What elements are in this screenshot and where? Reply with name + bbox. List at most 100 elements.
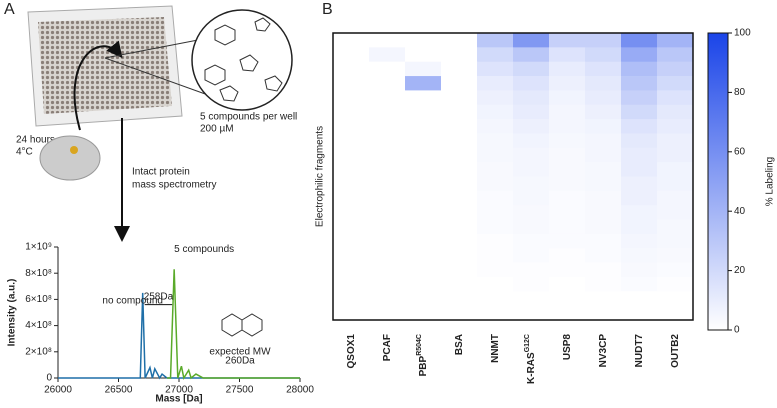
cell	[405, 219, 442, 235]
y-axis-label: Electrophilic fragments	[315, 126, 326, 227]
annotation: 258Da	[144, 291, 174, 302]
cell	[513, 276, 550, 292]
cell	[657, 190, 694, 206]
text: 24 hours	[16, 135, 55, 146]
cell	[621, 90, 658, 106]
text: Intact protein	[132, 167, 190, 178]
cell	[441, 276, 478, 292]
cell	[441, 162, 478, 177]
cell	[333, 176, 370, 192]
cell	[585, 162, 622, 177]
cell	[333, 205, 370, 220]
cell	[621, 205, 658, 220]
cell	[657, 104, 694, 120]
series-label: no compound	[102, 295, 163, 306]
cell	[333, 104, 370, 120]
cell	[405, 248, 442, 263]
cell	[369, 119, 406, 134]
cell	[333, 262, 370, 278]
cell	[441, 262, 478, 278]
x-tick-label: PCAF	[382, 334, 393, 361]
x-tick-label: PBPR504C	[416, 334, 428, 376]
cell	[657, 291, 694, 306]
cell	[369, 219, 406, 235]
cell	[621, 147, 658, 163]
cell	[585, 248, 622, 263]
cell	[657, 219, 694, 235]
cell	[405, 276, 442, 292]
cell	[513, 162, 550, 177]
arrow	[73, 40, 123, 131]
cell	[369, 76, 406, 91]
cell	[369, 33, 406, 48]
cell	[585, 90, 622, 106]
cell	[549, 233, 586, 249]
line	[58, 292, 300, 380]
cell	[621, 104, 658, 120]
cell	[549, 147, 586, 163]
cell	[513, 176, 550, 192]
cell	[585, 176, 622, 192]
cell	[477, 262, 514, 278]
cell	[369, 205, 406, 220]
cell	[477, 147, 514, 163]
cell	[657, 90, 694, 106]
y-axis-label: Intensity (a.u.)	[7, 279, 18, 347]
panel-letter: B	[322, 1, 333, 18]
cell	[369, 276, 406, 292]
x-tick-label: 28000	[286, 385, 314, 396]
zoom-line	[104, 39, 199, 59]
cell	[621, 305, 658, 321]
cell	[657, 76, 694, 91]
cell	[369, 176, 406, 192]
label-text: BSA	[454, 334, 465, 355]
cell	[585, 104, 622, 120]
cell	[369, 162, 406, 177]
colorbar-tick-label: 0	[734, 325, 740, 336]
spectrum: 0 2×10⁸ 4×10⁸ 6×10⁸ 8×10⁸ 1×10⁹ 26000 26500 2700…	[7, 242, 315, 405]
cell	[549, 305, 586, 321]
ligand	[70, 146, 78, 154]
cell	[405, 33, 442, 48]
cell	[441, 33, 478, 48]
zoom-line	[104, 57, 209, 96]
cell	[477, 305, 514, 321]
cell	[477, 190, 514, 206]
cell	[585, 119, 622, 134]
cell	[585, 205, 622, 220]
cell	[657, 276, 694, 292]
cell	[549, 61, 586, 77]
cell	[477, 119, 514, 134]
cell	[369, 248, 406, 263]
cell	[369, 90, 406, 106]
cell	[333, 190, 370, 206]
cell	[333, 76, 370, 91]
text: 4°C	[16, 147, 33, 158]
cell	[477, 162, 514, 177]
series-label: 5 compounds	[174, 244, 234, 255]
cell	[513, 219, 550, 235]
x-tick-label: NNMT	[490, 334, 501, 363]
colorbar-tick-label: 40	[734, 206, 746, 217]
cell	[405, 119, 442, 134]
cell	[549, 205, 586, 220]
cell	[441, 90, 478, 106]
cell	[585, 147, 622, 163]
x-tick-label: NUDT7	[634, 334, 645, 368]
cell	[549, 219, 586, 235]
label-text: NNMT	[490, 334, 501, 363]
label-text: K-RAS	[526, 352, 537, 384]
colorbar-label: % Labeling	[765, 157, 776, 206]
cell	[513, 305, 550, 321]
cell	[405, 47, 442, 62]
cell	[513, 33, 550, 48]
cell	[585, 276, 622, 292]
cell	[369, 133, 406, 149]
cell	[657, 305, 694, 321]
label-text: PCAF	[382, 334, 393, 361]
cell	[441, 190, 478, 206]
x-tick-label: 27000	[165, 385, 193, 396]
structure	[221, 313, 243, 337]
cell	[477, 133, 514, 149]
